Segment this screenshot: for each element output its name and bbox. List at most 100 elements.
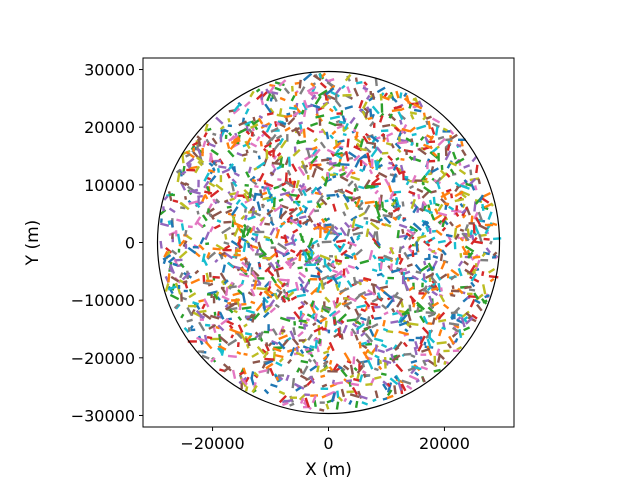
segment-mark (331, 309, 341, 318)
segment-mark (349, 393, 360, 399)
segment-mark (350, 175, 361, 181)
segment-mark (369, 221, 380, 231)
segment-mark (344, 151, 350, 162)
segment-mark (401, 311, 410, 316)
segment-mark (254, 184, 259, 189)
segment-mark (331, 229, 340, 237)
segment-mark (332, 163, 341, 167)
segment-mark (342, 324, 348, 334)
segment-mark (233, 221, 244, 229)
segment-mark (263, 290, 273, 299)
segment-mark (240, 267, 248, 273)
segment-mark (353, 154, 361, 162)
segment-mark (393, 385, 397, 395)
segment-mark (425, 120, 429, 126)
segment-mark (295, 346, 299, 353)
segment-mark (248, 188, 253, 199)
segment-mark (381, 95, 390, 101)
segment-mark (410, 354, 416, 359)
segment-mark (325, 223, 332, 227)
segment-mark (219, 255, 224, 260)
segment-mark (291, 337, 300, 346)
segment-mark (171, 233, 174, 240)
segment-mark (433, 368, 441, 373)
segment-mark (269, 367, 275, 377)
segment-mark (441, 191, 448, 201)
segment-mark (302, 72, 313, 82)
segment-mark (371, 92, 376, 100)
segment-mark (167, 256, 176, 264)
segment-mark (249, 205, 255, 212)
segment-mark (180, 202, 190, 211)
segment-mark (334, 275, 343, 281)
segment-mark (244, 120, 252, 126)
segment-mark (489, 240, 493, 245)
segment-mark (320, 374, 326, 379)
segment-mark (458, 168, 467, 175)
segment-mark (239, 371, 245, 376)
segment-mark (189, 165, 198, 170)
segment-mark (375, 284, 382, 291)
segment-mark (245, 343, 250, 349)
segment-mark (298, 128, 304, 135)
segment-mark (457, 287, 464, 295)
segment-mark (253, 373, 259, 379)
segment-mark (195, 304, 201, 311)
segment-mark (310, 155, 319, 165)
segment-mark (196, 156, 205, 164)
segment-mark (390, 268, 401, 274)
segment-mark (215, 243, 225, 251)
segment-mark (321, 327, 327, 331)
segment-mark (286, 169, 292, 176)
segment-mark (303, 300, 309, 306)
segment-mark (234, 249, 242, 253)
segment-mark (277, 178, 282, 181)
segment-mark (421, 200, 428, 207)
segment-mark (286, 112, 291, 116)
segment-mark (351, 252, 356, 257)
segment-mark (202, 140, 207, 148)
segment-mark (265, 362, 274, 370)
segment-mark (434, 126, 439, 136)
segment-mark (247, 166, 252, 174)
segment-mark (220, 251, 226, 257)
segment-mark (343, 122, 349, 130)
segment-mark (341, 115, 347, 123)
segment-mark (329, 115, 341, 120)
segment-mark (421, 190, 431, 199)
segment-mark (240, 202, 248, 210)
segment-mark (331, 379, 336, 385)
segment-mark (408, 126, 416, 133)
segment-mark (376, 292, 382, 299)
segment-mark (227, 117, 231, 123)
segment-mark (409, 185, 415, 190)
segment-mark (396, 298, 404, 308)
segment-mark (244, 108, 250, 115)
segment-mark (360, 331, 366, 337)
segment-mark (289, 218, 298, 225)
segment-mark (220, 345, 227, 351)
segment-mark (207, 169, 216, 173)
segment-mark (217, 345, 222, 349)
segment-mark (309, 345, 315, 349)
segment-mark (238, 272, 250, 278)
segment-mark (225, 208, 233, 214)
segment-mark (240, 214, 246, 221)
segment-mark (358, 212, 366, 218)
segment-mark (309, 239, 319, 247)
segment-mark (304, 267, 308, 272)
segment-mark (449, 161, 458, 167)
segment-mark (316, 202, 322, 209)
segment-mark (247, 215, 256, 221)
segment-mark (449, 168, 455, 175)
segment-mark (425, 134, 434, 140)
segment-mark (298, 325, 305, 330)
segment-mark (383, 254, 394, 261)
segment-mark (259, 140, 263, 147)
segment-mark (469, 169, 473, 176)
x-axis-label: X (m) (305, 460, 352, 480)
segment-mark (379, 261, 383, 270)
segment-mark (266, 186, 271, 195)
segment-mark (230, 206, 239, 216)
segment-mark (207, 208, 210, 214)
